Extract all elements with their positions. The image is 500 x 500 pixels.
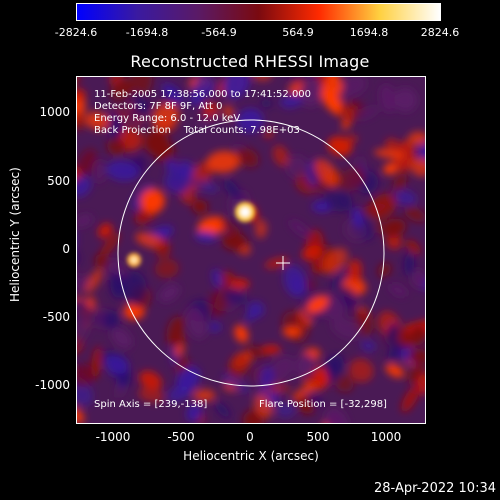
colorbar-tick-label: 1694.8 [349, 26, 389, 39]
flare-position-label: Flare Position = [-32,298] [259, 399, 387, 410]
solar-image-plot[interactable]: 11-Feb-2005 17:38:56.000 to 17:41:52.000… [76, 76, 426, 424]
solar-limb-circle [117, 119, 385, 387]
y-tick-label: 0 [62, 242, 70, 256]
colorbar-tick-label: -1694.8 [125, 26, 169, 39]
colorbar-tick-label: 2824.6 [420, 26, 460, 39]
x-axis-title: Heliocentric X (arcsec) [183, 449, 319, 463]
y-tick-label: 1000 [39, 105, 70, 119]
x-tick-label: 500 [306, 430, 330, 444]
x-tick-label: -1000 [95, 430, 131, 444]
plot-title: Reconstructed RHESSI Image [130, 52, 370, 71]
colorbar-tick-label: 564.9 [282, 26, 314, 39]
x-tick-label: -500 [167, 430, 195, 444]
timestamp-footer: 28-Apr-2022 10:34 [374, 481, 496, 496]
obs-time: 11-Feb-2005 17:38:56.000 to 17:41:52.000 [94, 89, 312, 100]
y-tick-label: -1000 [35, 378, 70, 392]
colorbar-tick-label: -564.9 [201, 26, 237, 39]
y-tick-label: 500 [47, 174, 70, 188]
spin-axis-crosshair-icon [276, 256, 290, 270]
colorbar [76, 3, 441, 21]
detectors-info: Detectors: 7F 8F 9F, Att 0 [94, 101, 223, 112]
y-axis-title: Heliocentric Y (arcsec) [8, 167, 22, 302]
image-canvas [77, 77, 425, 423]
x-tick-label: 0 [246, 430, 254, 444]
colorbar-tick-label: -2824.6 [54, 26, 98, 39]
method-counts: Back Projection Total counts: 7.98E+03 [94, 125, 300, 136]
y-tick-label: -500 [42, 310, 70, 324]
energy-range: Energy Range: 6.0 - 12.0 keV [94, 113, 241, 124]
x-tick-label: 1000 [370, 430, 402, 444]
spin-axis-label: Spin Axis = [239,-138] [94, 399, 208, 410]
